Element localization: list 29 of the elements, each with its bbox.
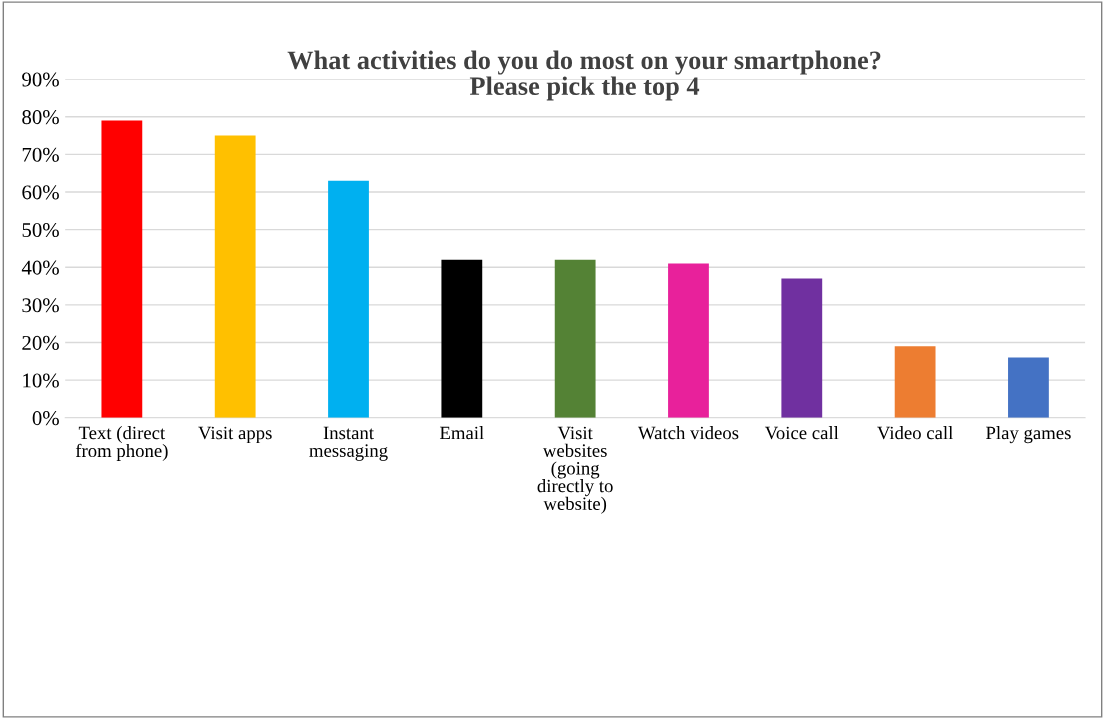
y-tick-label: 70% <box>22 147 59 162</box>
x-tick-label: Watch videos <box>637 426 739 440</box>
x-tick-label: Play games <box>986 426 1071 444</box>
x-tick-label: Video call <box>877 426 953 440</box>
bar <box>441 259 483 418</box>
y-tick-label: 30% <box>22 298 59 313</box>
bar <box>328 180 369 418</box>
bar <box>894 346 936 418</box>
bar <box>781 278 823 418</box>
x-tick-label: Instant messaging <box>309 426 388 461</box>
x-tick-label: Email <box>439 426 484 440</box>
chart-title: What activities do you do most on your smartphone? Please pick the top 4 <box>287 50 881 101</box>
y-tick-label: 80% <box>22 110 59 125</box>
y-tick-label: 0% <box>32 411 59 426</box>
bar <box>668 263 709 418</box>
bar <box>101 120 143 418</box>
y-tick-label: 20% <box>22 335 59 350</box>
y-tick-label: 90% <box>22 72 59 87</box>
y-tick-label: 40% <box>21 260 59 275</box>
bar <box>554 259 596 418</box>
x-tick-label: Visit apps <box>198 426 272 444</box>
x-tick-label: Visit websites (going directly to website) <box>537 426 613 514</box>
x-tick-label: Voice call <box>764 426 839 440</box>
bar <box>1008 357 1049 418</box>
bar <box>214 135 256 418</box>
y-tick-label: 60% <box>22 185 59 200</box>
x-tick-label: Text (direct from phone) <box>75 426 168 461</box>
y-tick-label: 50% <box>22 222 59 238</box>
y-tick-label: 10% <box>23 373 59 388</box>
